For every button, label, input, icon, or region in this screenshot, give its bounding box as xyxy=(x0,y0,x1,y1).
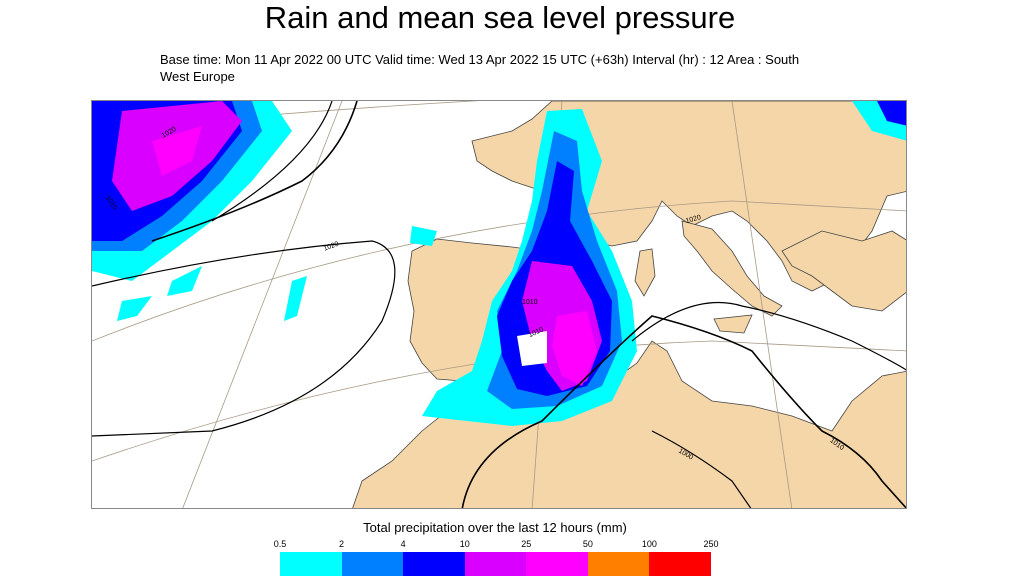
legend-title: Total precipitation over the last 12 hou… xyxy=(363,520,627,535)
legend-swatch xyxy=(341,552,404,576)
legend-tick-label: 250 xyxy=(703,539,719,549)
land-italy xyxy=(681,220,783,317)
run-info-subtitle: Base time: Mon 11 Apr 2022 00 UTC Valid … xyxy=(160,52,800,84)
land-sicily xyxy=(713,314,753,334)
map-canvas: 1020 1010 1020 1020 1010 1010 1000 1010 xyxy=(92,101,906,508)
isobar-label: 1010 xyxy=(522,299,538,306)
legend-tick-label: 2 xyxy=(339,539,345,549)
precipitation-layer xyxy=(92,101,906,426)
legend-swatch xyxy=(587,552,650,576)
legend-tick-label: 50 xyxy=(582,539,593,549)
isobar-label: 1020 xyxy=(323,241,340,253)
legend-tick-label: 0.5 xyxy=(273,539,287,549)
legend-tick-label: 4 xyxy=(400,539,406,549)
legend-ticks: 0.5 2 4 10 25 50 100 250 xyxy=(274,539,719,551)
land-balkans xyxy=(781,230,906,312)
isobar-layer xyxy=(92,101,906,508)
legend-colorbar xyxy=(280,552,712,576)
land-sardinia xyxy=(634,248,656,297)
legend-swatch xyxy=(649,552,712,576)
legend-tick-label: 100 xyxy=(641,539,657,549)
legend-swatch xyxy=(526,552,588,576)
isobar-label: 1020 xyxy=(685,214,702,225)
chart-title: Rain and mean sea level pressure xyxy=(264,0,736,35)
legend-tick-label: 25 xyxy=(521,539,532,549)
legend-swatch xyxy=(403,552,465,576)
weather-map: 1020 1010 1020 1020 1010 1010 1000 1010 xyxy=(91,100,907,509)
legend-swatch xyxy=(280,552,342,576)
legend-swatch xyxy=(464,552,527,576)
legend-tick-label: 10 xyxy=(459,539,470,549)
